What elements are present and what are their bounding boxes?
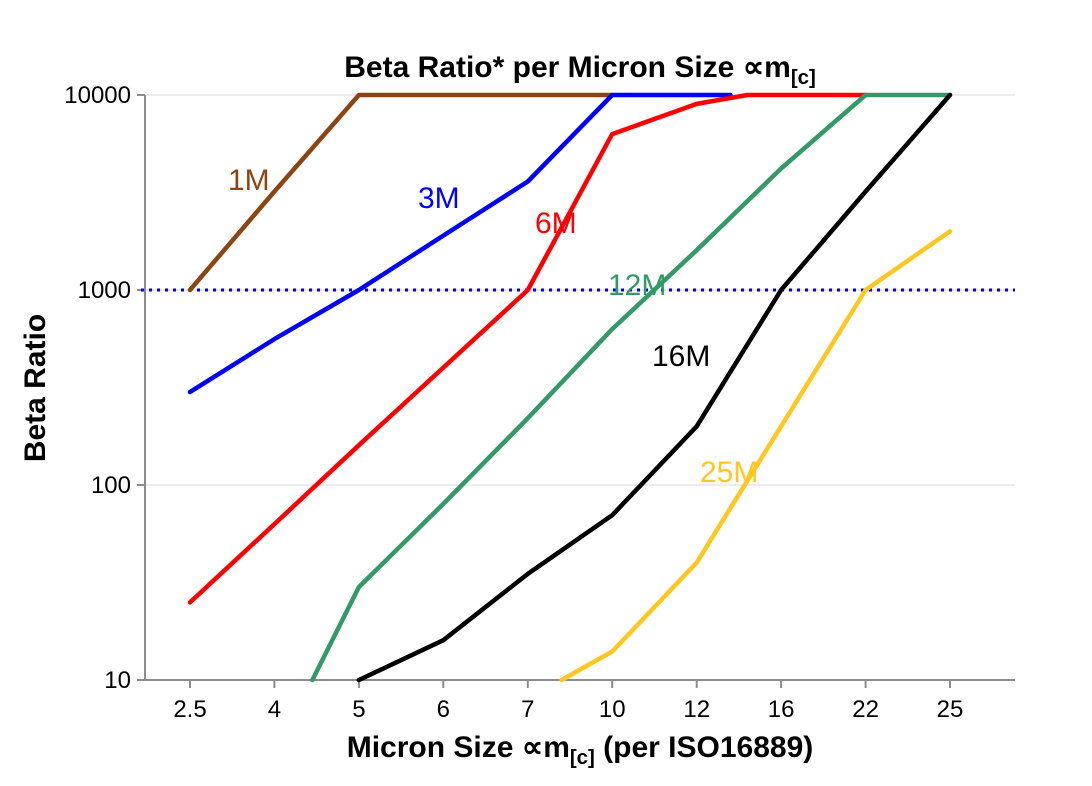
y-tick-label: 1000 <box>78 277 131 304</box>
series-line-6M <box>187 92 868 605</box>
series-line-1M <box>187 92 615 293</box>
y-tick-label: 10 <box>104 667 131 694</box>
y-tick-label: 100 <box>91 472 131 499</box>
x-axis-title-text: Micron Size <box>346 731 522 764</box>
x-tick-label: 4 <box>268 696 281 723</box>
series-line-3M <box>187 92 733 395</box>
x-axis-title-rest: (per ISO16889) <box>594 731 814 764</box>
series-label-1M: 1M <box>228 164 270 197</box>
micron-symbol: ∝m <box>742 51 791 84</box>
x-tick-label: 5 <box>352 696 365 723</box>
subscript-c: [c] <box>569 747 595 769</box>
subscript-c: [c] <box>790 67 816 89</box>
micron-symbol: ∝m <box>521 731 570 764</box>
series-label-16M: 16M <box>652 340 710 373</box>
series-line-16M <box>356 92 953 683</box>
series-label-3M: 3M <box>418 182 460 215</box>
x-axis-title: Micron Size ∝m[c] (per ISO16889) <box>145 730 1015 770</box>
x-tick-label: 12 <box>683 696 710 723</box>
y-tick-label: 10000 <box>64 82 131 109</box>
x-tick-label: 22 <box>852 696 879 723</box>
series-line-25M <box>559 229 953 683</box>
x-tick-label: 2.5 <box>173 696 206 723</box>
x-tick-label: 6 <box>437 696 450 723</box>
series-label-12M: 12M <box>608 269 666 302</box>
chart-title: Beta Ratio* per Micron Size ∝m[c] <box>145 50 1015 90</box>
x-tick-label: 10 <box>599 696 626 723</box>
series-label-25M: 25M <box>700 456 758 489</box>
series-line-12M <box>310 92 953 683</box>
chart-title-text: Beta Ratio* per Micron Size <box>344 51 743 84</box>
x-tick-label: 16 <box>768 696 795 723</box>
x-tick-label: 25 <box>937 696 964 723</box>
series-label-6M: 6M <box>535 207 577 240</box>
x-tick-label: 7 <box>521 696 534 723</box>
